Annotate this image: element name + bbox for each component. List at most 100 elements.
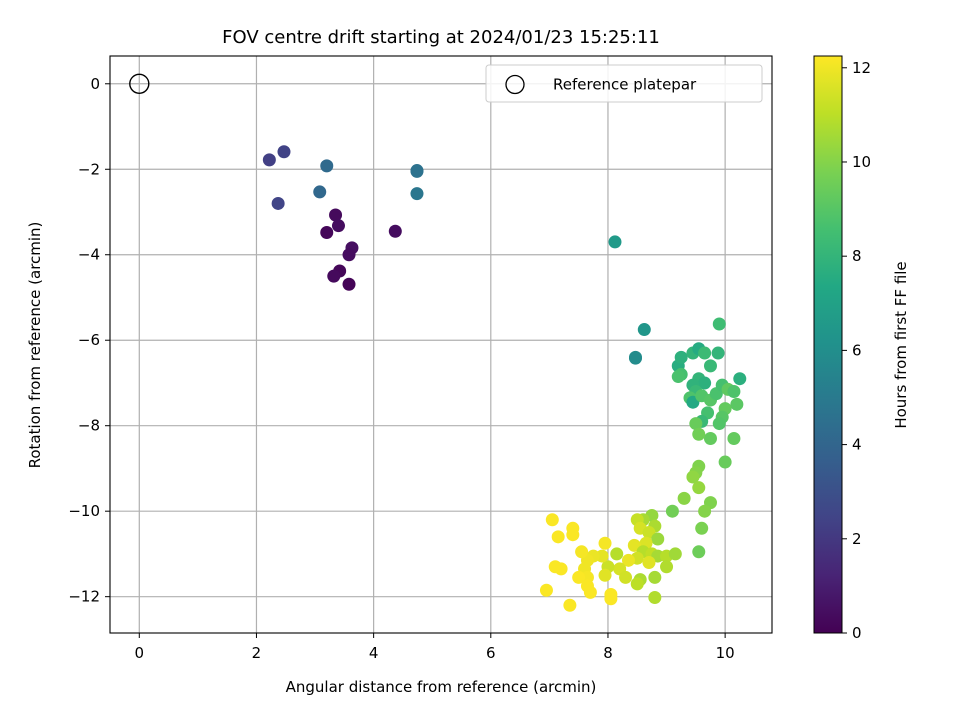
- scatter-point: [572, 570, 586, 584]
- scatter-point: [727, 432, 741, 446]
- scatter-point: [686, 470, 700, 484]
- y-axis-label: Rotation from reference (arcmin): [26, 222, 44, 469]
- scatter-point: [703, 359, 717, 373]
- scatter-point: [610, 547, 624, 561]
- scatter-point: [539, 583, 553, 597]
- scatter-point: [703, 432, 717, 446]
- scatter-point: [551, 530, 565, 544]
- colorbar-gradient: [813, 55, 843, 634]
- x-axis-label: Angular distance from reference (arcmin): [286, 678, 597, 696]
- y-axis-ticks: 0 −2 −4 −6 −8 −10 −12: [68, 75, 110, 606]
- scatter-point: [692, 481, 706, 495]
- scatter-point: [277, 145, 291, 159]
- x-axis-ticks: 0 2 4 6 8 10: [135, 633, 735, 662]
- legend: Reference platepar: [485, 64, 763, 103]
- scatter-point: [563, 598, 577, 612]
- scatter-point: [262, 153, 276, 167]
- y-tick-label: 0: [90, 75, 100, 93]
- scatter-point: [545, 513, 559, 527]
- x-tick-label: 2: [252, 644, 262, 662]
- scatter-point: [648, 591, 662, 605]
- reference-platepar-marker: [129, 73, 150, 94]
- scatter-point: [566, 528, 580, 542]
- scatter-point: [642, 555, 656, 569]
- scatter-point: [628, 350, 642, 364]
- scatter-point: [575, 545, 589, 559]
- scatter-point: [342, 277, 356, 291]
- scatter-point: [621, 553, 635, 567]
- colorbar-label: Hours from first FF file: [892, 261, 910, 428]
- scatter-point: [733, 372, 747, 386]
- legend-entry-label: Reference platepar: [553, 76, 697, 94]
- scatter-point: [608, 235, 622, 249]
- colorbar-tick-label: 12: [852, 59, 871, 77]
- scatter-point: [660, 560, 674, 574]
- scatter-point: [331, 219, 345, 233]
- scatter-point: [329, 208, 343, 222]
- scatter-point: [698, 346, 712, 360]
- scatter-point: [598, 536, 612, 550]
- scatter-point: [698, 504, 712, 518]
- scatter-point: [674, 350, 688, 364]
- scatter-point: [619, 570, 633, 584]
- x-tick-label: 0: [135, 644, 145, 662]
- scatter-point: [637, 323, 651, 337]
- chart-title: FOV centre drift starting at 2024/01/23 …: [222, 27, 660, 48]
- scatter-point: [689, 417, 703, 431]
- legend-marker-open-circle-icon: [505, 74, 525, 95]
- scatter-point: [388, 224, 402, 238]
- scatter-point: [692, 545, 706, 559]
- scatter-point: [410, 187, 424, 201]
- y-tick-label: −6: [78, 331, 100, 349]
- reference-marker-group: [129, 73, 150, 94]
- scatter-point: [598, 568, 612, 582]
- scatter-point: [671, 370, 685, 384]
- scatter-point: [630, 577, 644, 591]
- colorbar-tick-label: 4: [852, 436, 862, 454]
- x-tick-label: 8: [603, 644, 613, 662]
- scatter-point: [313, 185, 327, 199]
- scatter-point: [712, 317, 726, 331]
- colorbar-tick-label: 8: [852, 247, 862, 265]
- scatter-point: [604, 592, 618, 606]
- scatter-point: [651, 532, 665, 546]
- scatter-point: [320, 159, 334, 173]
- scatter-point: [677, 491, 691, 505]
- x-tick-label: 4: [369, 644, 379, 662]
- x-tick-label: 6: [486, 644, 496, 662]
- y-tick-label: −12: [68, 588, 100, 606]
- y-tick-label: −10: [68, 502, 100, 520]
- scatter-point: [665, 504, 679, 518]
- scatter-point: [342, 248, 356, 262]
- scatter-point: [727, 385, 741, 399]
- scatter-point: [554, 562, 568, 576]
- scatter-point: [711, 346, 725, 360]
- scatter-point: [583, 585, 597, 599]
- colorbar-ticks: 0 2 4 6 8 10 12: [842, 59, 871, 642]
- scatter-point: [730, 397, 744, 411]
- y-tick-label: −8: [78, 417, 100, 435]
- colorbar-tick-label: 6: [852, 341, 862, 359]
- colorbar-tick-label: 2: [852, 530, 862, 548]
- scatter-point: [712, 417, 726, 431]
- scatter-point: [692, 427, 706, 441]
- y-tick-label: −2: [78, 160, 100, 178]
- grid: [110, 56, 772, 633]
- colorbar-tick-label: 0: [852, 624, 862, 642]
- x-tick-label: 10: [716, 644, 735, 662]
- scatter-points: [262, 145, 747, 612]
- axes-frame: [109, 55, 773, 634]
- scatter-point: [327, 269, 341, 283]
- legend-box: [485, 64, 763, 103]
- scatter-point: [698, 376, 712, 390]
- scatter-point: [695, 521, 709, 535]
- colorbar: 0 2 4 6 8 10 12 Hours from first FF file: [813, 55, 910, 642]
- scatter-point: [718, 455, 732, 469]
- y-tick-label: −4: [78, 246, 100, 264]
- scatter-point: [668, 547, 682, 561]
- scatter-point: [410, 164, 424, 178]
- scatter-point: [320, 226, 334, 240]
- scatter-point: [271, 196, 285, 210]
- colorbar-tick-label: 10: [852, 153, 871, 171]
